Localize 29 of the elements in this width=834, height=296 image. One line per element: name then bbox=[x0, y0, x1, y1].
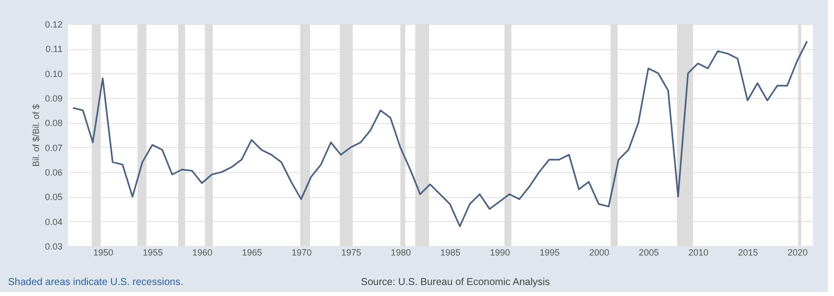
x-tick-label: 1995 bbox=[540, 248, 560, 258]
y-tick-label: 0.06 bbox=[44, 168, 62, 178]
y-tick-label: 0.07 bbox=[44, 142, 62, 153]
x-tick-label: 2015 bbox=[738, 248, 758, 258]
x-tick-label: 1970 bbox=[292, 248, 312, 258]
x-tick-label: 2005 bbox=[638, 248, 659, 258]
x-tick-label: 1980 bbox=[390, 248, 411, 258]
text: Shaded areas indicate U.S. recessions. bbox=[8, 277, 184, 288]
x-tick-label: 1985 bbox=[440, 248, 460, 258]
y-tick-label: 0.04 bbox=[44, 216, 62, 227]
y-axis-title: Bil. of $/Bil. of $ bbox=[30, 104, 41, 167]
y-tick-label: 0.11 bbox=[46, 44, 62, 54]
x-tick-label: 2000 bbox=[589, 248, 610, 258]
x-tick-label: 1990 bbox=[490, 248, 510, 258]
y-tick-label: 0.09 bbox=[44, 94, 62, 104]
y-tick-label: 0.10 bbox=[44, 68, 62, 79]
x-tick-label: 1960 bbox=[192, 248, 212, 258]
x-tick-label: 1955 bbox=[142, 248, 163, 258]
source-note: Source: U.S. Bureau of Economic Analysis bbox=[360, 277, 550, 288]
line-series bbox=[72, 40, 808, 228]
y-tick-label: 0.03 bbox=[44, 242, 62, 252]
y-tick-label: 0.12 bbox=[44, 20, 62, 30]
y-tick-label: 0.08 bbox=[44, 118, 62, 128]
x-tick-label: 2010 bbox=[688, 248, 708, 258]
x-tick-label: 2020 bbox=[788, 248, 808, 258]
x-tick-label: 1965 bbox=[242, 248, 262, 258]
y-tick-label: 0.05 bbox=[44, 192, 62, 202]
x-tick-label: 1975 bbox=[341, 248, 362, 258]
x-tick-label: 1950 bbox=[93, 248, 114, 258]
